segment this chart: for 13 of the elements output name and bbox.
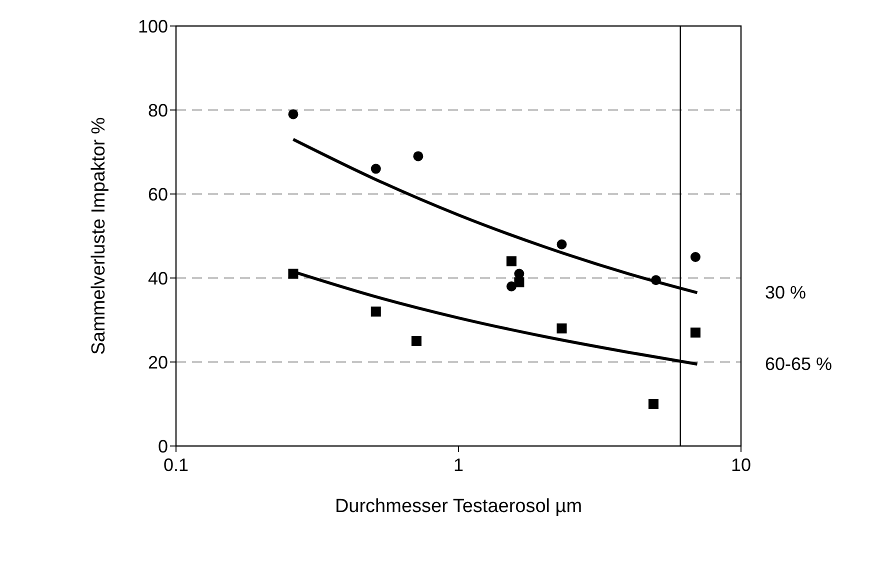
y-tick-label: 0 [158,436,168,456]
x-axis-title: Durchmesser Testaerosol µm [334,496,582,517]
y-tick-label: 100 [138,16,168,36]
text: 30 % [765,282,806,303]
x-tick-label: 10 [730,454,752,475]
y-tick-label: 20 [148,352,168,372]
y-tick-label: 80 [148,100,168,120]
y-axis-title: Sammelverluste Impaktor % [88,117,110,355]
x-tick-label: 1 [453,454,464,475]
y-tick-label: 40 [148,268,168,288]
y-tick-label: 60 [148,184,168,204]
text: 60-65 % [765,354,832,374]
x-tick-label: 0.1 [163,454,189,475]
